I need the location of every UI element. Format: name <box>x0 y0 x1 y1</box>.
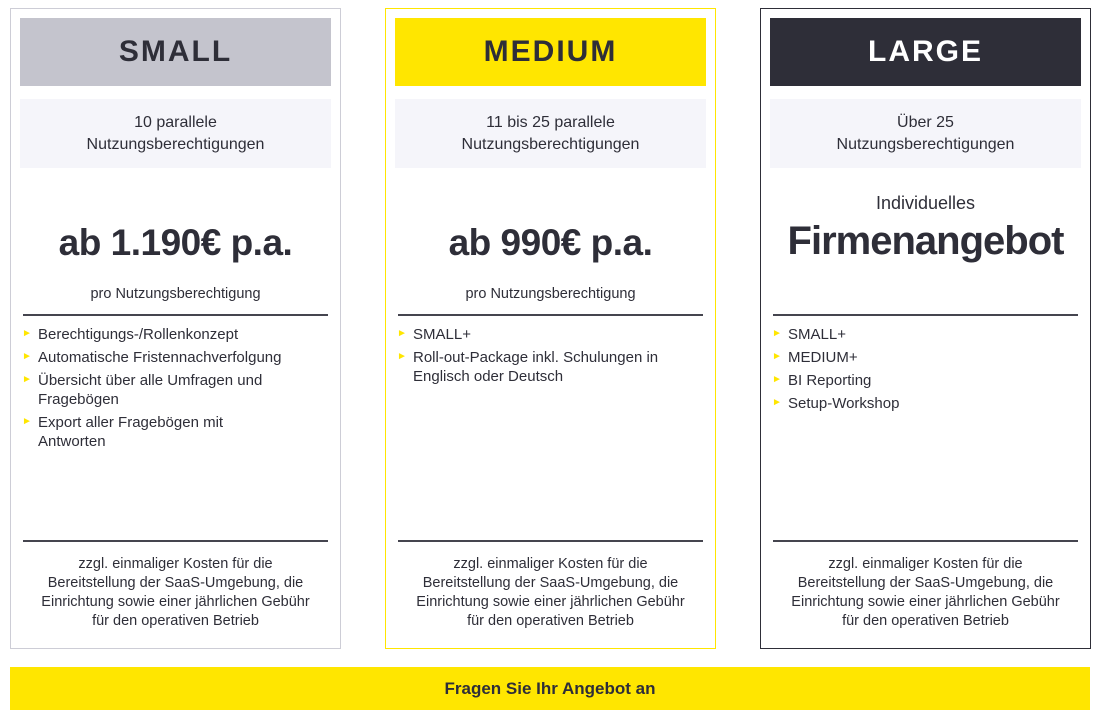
bullet-arrow-icon: ► <box>397 328 407 339</box>
feature-text: Automatische Fristennachverfolgung <box>38 349 282 366</box>
feature-item: ► MEDIUM+ <box>770 348 1081 367</box>
feature-item: ► SMALL+ <box>395 325 706 344</box>
request-offer-label: Fragen Sie Ihr Angebot an <box>444 678 656 698</box>
feature-text: SMALL+ <box>788 326 846 343</box>
bullet-arrow-icon: ► <box>772 397 782 408</box>
feature-item: ► BI Reporting <box>770 371 1081 390</box>
feature-text: MEDIUM+ <box>788 349 858 366</box>
feature-text: Export aller Fragebögen mit Antworten <box>38 414 224 450</box>
feature-list: ► SMALL+ ► MEDIUM+ ► BI Reporting ► Setu… <box>770 316 1081 540</box>
cost-footnote: zzgl. einmaliger Kosten für die Bereitst… <box>395 542 706 639</box>
offer-area: Individuelles Firmenangebot <box>770 168 1081 314</box>
capacity-text: 10 parallele Nutzungsberechtigungen <box>86 113 265 153</box>
divider <box>398 540 703 542</box>
cost-footnote-text: zzgl. einmaliger Kosten für die Bereitst… <box>416 556 685 629</box>
bullet-arrow-icon: ► <box>22 416 32 427</box>
cost-footnote-text: zzgl. einmaliger Kosten für die Bereitst… <box>791 556 1060 629</box>
bullet-arrow-icon: ► <box>397 351 407 362</box>
pricing-card-small: SMALL 10 parallele Nutzungsberechtigunge… <box>10 8 341 649</box>
feature-text: Übersicht über alle Umfragen und Fragebö… <box>38 372 263 408</box>
price-note: pro Nutzungsberechtigung <box>90 286 261 302</box>
bullet-arrow-icon: ► <box>22 351 32 362</box>
divider <box>773 540 1078 542</box>
feature-list: ► Berechtigungs-/Rollenkonzept ► Automat… <box>20 316 331 540</box>
capacity-text: 11 bis 25 parallele Nutzungsberechtigung… <box>461 113 640 153</box>
price-note: pro Nutzungsberechtigung <box>465 286 636 302</box>
feature-text: BI Reporting <box>788 372 872 389</box>
card-title: MEDIUM <box>483 35 618 68</box>
card-title: LARGE <box>868 35 983 68</box>
feature-text: SMALL+ <box>413 326 471 343</box>
bullet-arrow-icon: ► <box>22 328 32 339</box>
feature-text: Setup-Workshop <box>788 395 900 412</box>
divider <box>773 314 1078 316</box>
capacity-text: Über 25 Nutzungsberechtigungen <box>836 113 1015 153</box>
feature-text: Berechtigungs-/Rollenkonzept <box>38 326 239 343</box>
feature-item: ► Automatische Fristennachverfolgung <box>20 348 331 367</box>
divider <box>23 314 328 316</box>
cost-footnote-text: zzgl. einmaliger Kosten für die Bereitst… <box>41 556 310 629</box>
price-area: ab 1.190€ p.a. pro Nutzungsberechtigung <box>20 168 331 314</box>
card-header-medium: MEDIUM <box>395 18 706 86</box>
pricing-card-medium: MEDIUM 11 bis 25 parallele Nutzungsberec… <box>385 8 716 649</box>
offer-value: Firmenangebot <box>787 219 1065 263</box>
pricing-cards: SMALL 10 parallele Nutzungsberechtigunge… <box>10 8 1091 649</box>
offer-qualifier: Individuelles <box>875 193 976 213</box>
divider <box>23 540 328 542</box>
bullet-arrow-icon: ► <box>772 374 782 385</box>
bullet-arrow-icon: ► <box>22 374 32 385</box>
feature-item: ► SMALL+ <box>770 325 1081 344</box>
cost-footnote: zzgl. einmaliger Kosten für die Bereitst… <box>20 542 331 639</box>
price-area: ab 990€ p.a. pro Nutzungsberechtigung <box>395 168 706 314</box>
bullet-arrow-icon: ► <box>772 351 782 362</box>
card-header-large: LARGE <box>770 18 1081 86</box>
capacity-band: 10 parallele Nutzungsberechtigungen <box>20 99 331 168</box>
card-header-small: SMALL <box>20 18 331 86</box>
feature-item: ► Berechtigungs-/Rollenkonzept <box>20 325 331 344</box>
pricing-card-large: LARGE Über 25 Nutzungsberechtigungen Ind… <box>760 8 1091 649</box>
feature-text: Roll-out-Package inkl. Schulungen in Eng… <box>413 349 659 385</box>
cost-footnote: zzgl. einmaliger Kosten für die Bereitst… <box>770 542 1081 639</box>
feature-item: ► Roll-out-Package inkl. Schulungen in E… <box>395 348 706 386</box>
feature-item: ► Setup-Workshop <box>770 394 1081 413</box>
capacity-band: Über 25 Nutzungsberechtigungen <box>770 99 1081 168</box>
divider <box>398 314 703 316</box>
price-value: ab 1.190€ p.a. <box>58 222 293 263</box>
feature-list: ► SMALL+ ► Roll-out-Package inkl. Schulu… <box>395 316 706 540</box>
bullet-arrow-icon: ► <box>772 328 782 339</box>
request-offer-button[interactable]: Fragen Sie Ihr Angebot an <box>10 667 1090 710</box>
feature-item: ► Export aller Fragebögen mit Antworten <box>20 413 331 451</box>
price-value: ab 990€ p.a. <box>448 222 653 263</box>
feature-item: ► Übersicht über alle Umfragen und Frage… <box>20 371 331 409</box>
capacity-band: 11 bis 25 parallele Nutzungsberechtigung… <box>395 99 706 168</box>
card-title: SMALL <box>118 35 233 68</box>
